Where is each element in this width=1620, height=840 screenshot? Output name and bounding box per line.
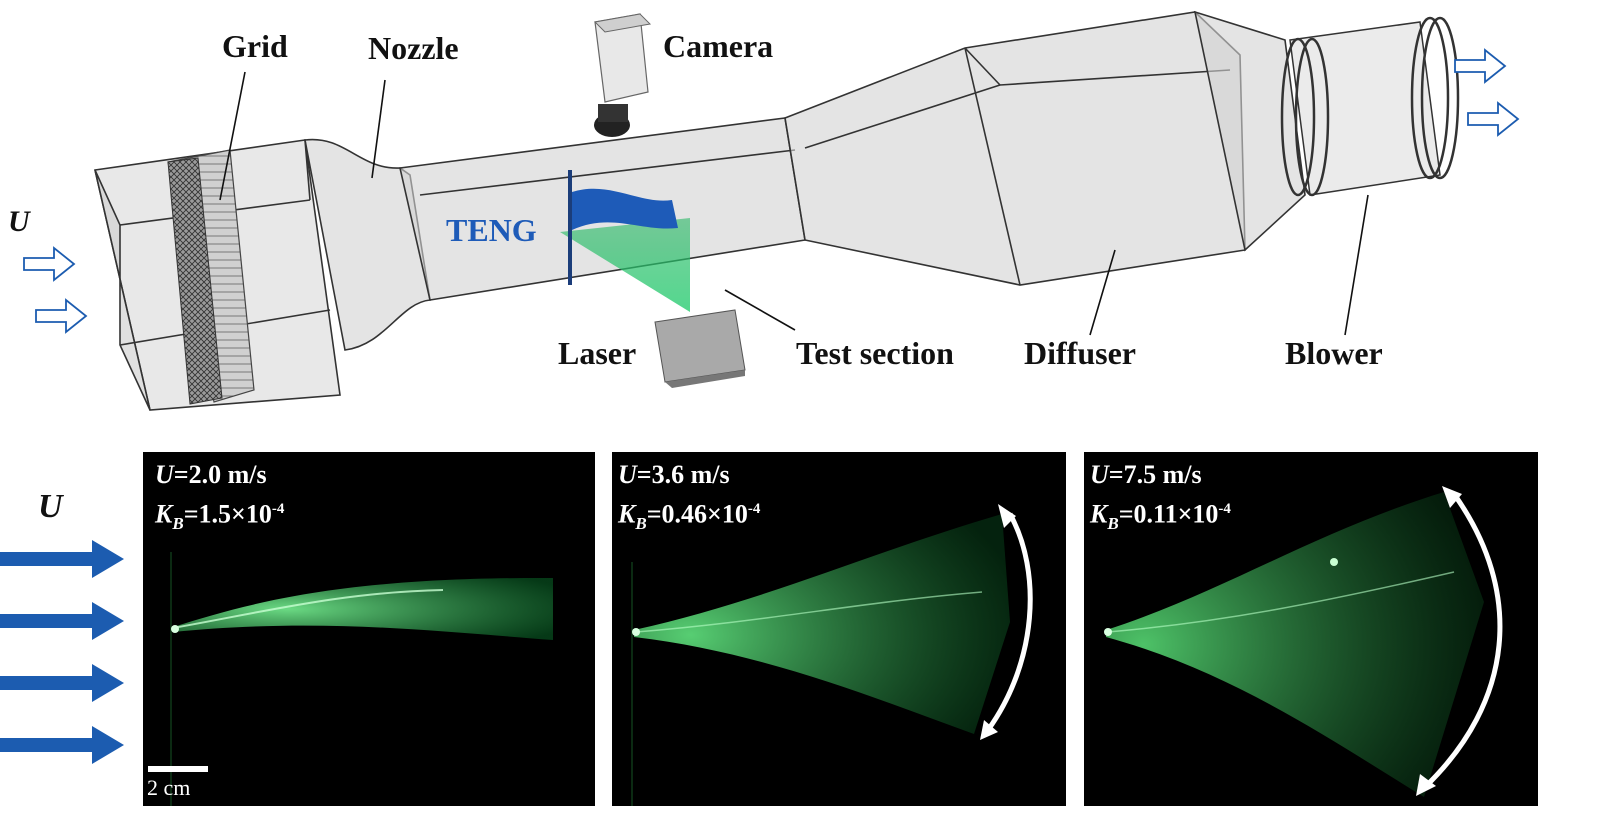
- inflow-arrows-bottom: [0, 540, 124, 764]
- flow-photo-panel-3: U=7.5 m/s KB=0.11×10-4: [1084, 452, 1538, 806]
- scale-bar: [148, 766, 208, 772]
- condition-label-2: U=3.6 m/s KB=0.46×10-4: [618, 460, 761, 533]
- flag-motion-image: [631, 504, 1033, 806]
- condition-label-3: U=7.5 m/s KB=0.11×10-4: [1090, 460, 1231, 533]
- blower-label: Blower: [1285, 335, 1383, 371]
- bottom-velocity-symbol: U: [38, 488, 63, 525]
- flow-photo-panel-2: U=3.6 m/s KB=0.46×10-4: [612, 452, 1066, 806]
- teng-device: [568, 170, 678, 285]
- leader-lines: [219, 71, 1369, 336]
- outflow-arrows: [1454, 48, 1520, 137]
- camera-label: Camera: [663, 28, 774, 64]
- nozzle-label: Nozzle: [368, 30, 459, 66]
- grid-mesh: [167, 149, 255, 405]
- scale-bar-label: 2 cm: [147, 775, 191, 800]
- flow-photo-panel-1: U=2.0 m/s KB=1.5×10-4 2 cm: [143, 452, 595, 806]
- camera-icon: [593, 13, 652, 137]
- grid-label: Grid: [222, 28, 288, 64]
- diffuser-label: Diffuser: [1024, 335, 1136, 371]
- laser-label: Laser: [558, 335, 637, 371]
- condition-label-1: U=2.0 m/s KB=1.5×10-4: [155, 460, 285, 533]
- teng-label: TENG: [446, 212, 537, 248]
- blower: [1280, 16, 1460, 197]
- wind-tunnel-diagram: [23, 10, 1520, 411]
- flag-motion-image: [1104, 486, 1503, 797]
- laser-sheet: [560, 218, 690, 312]
- inflow-arrows-top: [23, 246, 88, 334]
- upstream-velocity-symbol: U: [8, 205, 30, 238]
- flag-motion-image: [170, 552, 553, 806]
- laser-icon: [654, 309, 746, 388]
- test-section-label: Test section: [796, 335, 954, 371]
